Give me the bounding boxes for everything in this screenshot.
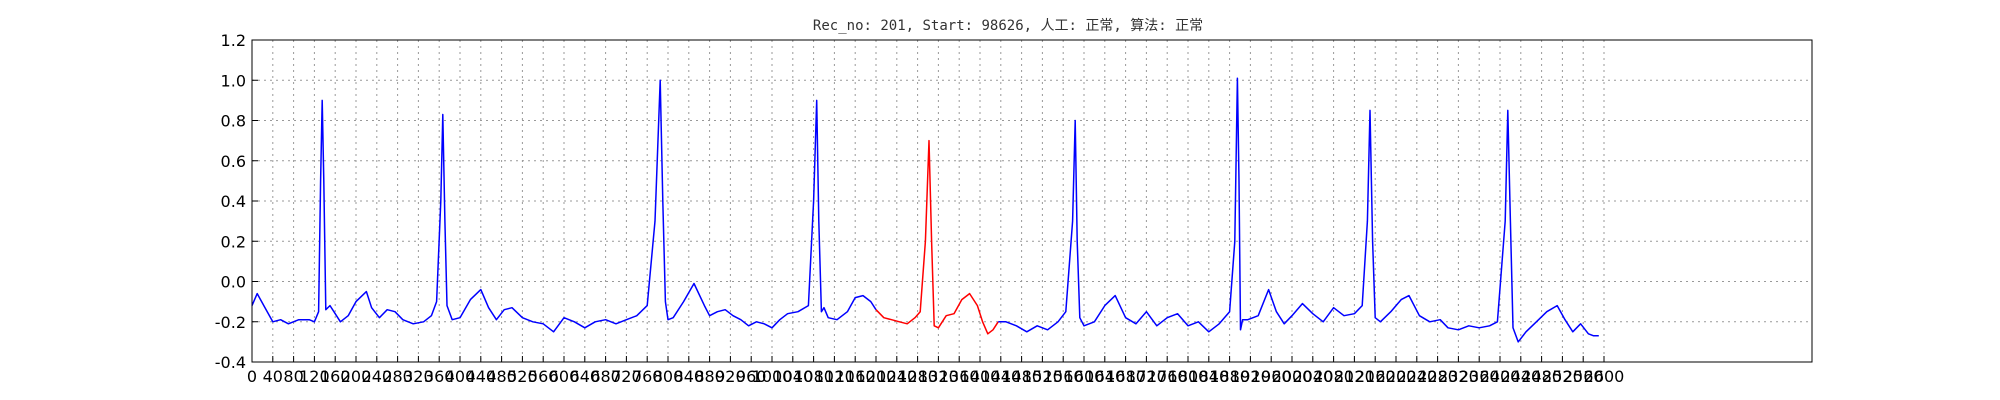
y-tick-label: 1.2 [221,31,246,50]
x-tick-label: 1600 [1064,367,1105,386]
x-tick-label: 720 [611,367,642,386]
x-tick-label: 1800 [1168,367,1209,386]
y-tick-label: 1.0 [221,71,246,90]
x-tick-label: 1720 [1126,367,1167,386]
x-tick-label: 1880 [1209,367,1250,386]
y-axis: -0.4 -0.2 0.0 0.2 0.4 0.6 0.8 1.0 1.2 [215,31,258,372]
x-tick-label: 1120 [814,367,855,386]
y-tick-label: -0.2 [215,313,246,332]
y-tick-label: 0.2 [221,232,246,251]
x-tick-label: 840 [674,367,705,386]
x-tick-label: 1440 [980,367,1021,386]
x-tick-label: 1680 [1105,367,1146,386]
x-tick-label: 2000 [1272,367,1313,386]
x-tick-label: 960 [736,367,767,386]
x-tick-label: 2080 [1313,367,1354,386]
x-tick-label: 2520 [1542,367,1583,386]
x-tick-label: 280 [382,367,413,386]
x-tick-label: 40 [263,367,283,386]
x-tick-label: 1400 [960,367,1001,386]
x-tick-label: 400 [445,367,476,386]
series-line-1 [875,139,999,335]
x-tick-label: 1040 [772,367,813,386]
x-tick-label: 240 [362,367,393,386]
x-tick-label: 0 [247,367,257,386]
x-tick-label: 2400 [1480,367,1521,386]
x-tick-label: 1240 [876,367,917,386]
x-tick-label: 640 [570,367,601,386]
x-tick-label: 800 [653,367,684,386]
x-tick-label: 2240 [1396,367,1437,386]
x-tick-label: 1080 [793,367,834,386]
x-tick-label: 680 [590,367,621,386]
x-tick-label: 2440 [1500,367,1541,386]
x-tick-label: 1960 [1251,367,1292,386]
x-tick-label: 160 [320,367,351,386]
x-axis: 0 40 8012016020024028032036040044048052056… [247,356,1624,386]
x-tick-label: 2600 [1584,367,1625,386]
x-tick-label: 2480 [1521,367,1562,386]
x-tick-label: 760 [632,367,663,386]
grid [251,39,1812,363]
x-tick-label: 1480 [1001,367,1042,386]
x-tick-label: 1160 [835,367,876,386]
x-tick-label: 1560 [1043,367,1084,386]
x-tick-label: 1920 [1230,367,1271,386]
x-tick-label: 1840 [1188,367,1229,386]
x-tick-label: 520 [507,367,538,386]
y-tick-label: 0.8 [221,112,246,131]
x-tick-label: 1000 [752,367,793,386]
y-tick-label: 0.4 [221,192,246,211]
x-tick-label: 2320 [1438,367,1479,386]
x-tick-label: 2040 [1292,367,1333,386]
x-tick-label: 2360 [1459,367,1500,386]
x-tick-label: 200 [341,367,372,386]
x-tick-label: 1760 [1147,367,1188,386]
x-tick-label: 1200 [856,367,897,386]
x-tick-label: 2200 [1376,367,1417,386]
chart-title: Rec_no: 201, Start: 98626, 人工: 正常, 算法: 正… [813,18,1203,34]
x-tick-label: 2560 [1563,367,1604,386]
x-tick-label: 880 [694,367,725,386]
x-tick-label: 600 [549,367,580,386]
x-tick-label: 1360 [939,367,980,386]
x-tick-label: 2280 [1417,367,1458,386]
y-tick-label: 0.6 [221,152,246,171]
x-tick-label: 920 [715,367,746,386]
y-tick-label: 0.0 [221,273,246,292]
series-layer [251,77,1599,343]
x-tick-label: 120 [299,367,330,386]
x-tick-label: 1520 [1022,367,1063,386]
x-tick-label: 80 [283,367,303,386]
x-tick-label: 560 [528,367,559,386]
x-tick-label: 1640 [1084,367,1125,386]
x-tick-label: 480 [486,367,517,386]
series-line-0 [251,79,877,333]
x-tick-label: 2160 [1355,367,1396,386]
y-tick-label: -0.4 [215,353,246,372]
x-tick-label: 440 [466,367,497,386]
x-tick-label: 1280 [897,367,938,386]
x-tick-label: 2120 [1334,367,1375,386]
x-tick-label: 320 [403,367,434,386]
x-tick-label: 1320 [918,367,959,386]
series-line-2 [998,77,1599,343]
x-tick-label: 360 [424,367,455,386]
